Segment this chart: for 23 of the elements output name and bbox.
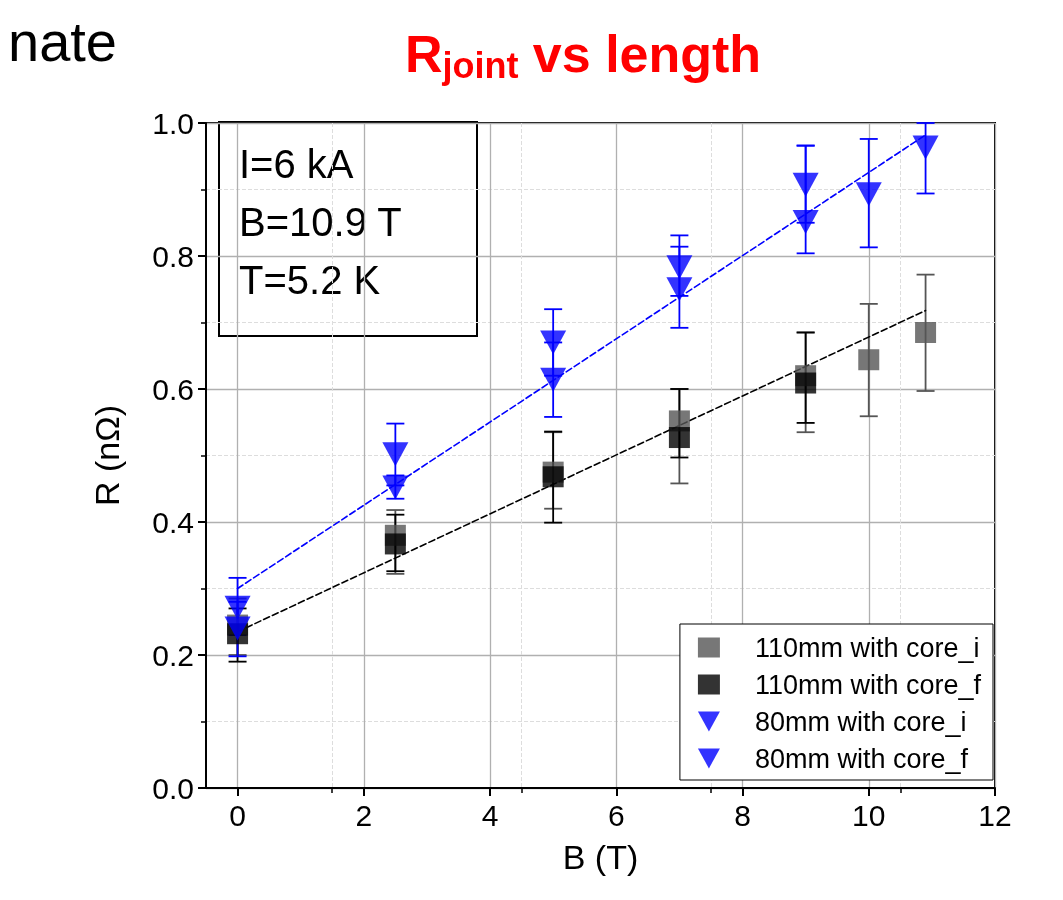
legend-label: 110mm with core_f [754,669,982,700]
x-axis-title: B (T) [562,838,639,876]
annotation: I=6 kA [239,142,354,186]
text: nate [8,9,117,73]
y-tick-label: 0.8 [152,239,194,273]
y-tick-label: 0.4 [152,505,194,539]
x-tick-label: 0 [229,798,246,832]
x-tick-label: 8 [734,798,751,832]
annotation: T=5.2 K [239,258,381,302]
legend-label: 80mm with core_i [754,706,967,737]
y-axis-title: R (nΩ) [88,405,126,506]
y-tick-label: 0.2 [152,638,194,672]
y-tick-label: 1.0 [152,106,194,140]
legend-label: 110mm with core_i [754,632,980,663]
x-tick-label: 10 [852,798,886,832]
x-tick-label: 4 [481,798,499,832]
y-tick-label: 0.0 [152,771,194,805]
legend-label: 80mm with core_f [754,743,969,774]
y-tick-label: 0.6 [152,372,194,406]
annotation: B=10.9 T [239,200,402,244]
x-tick-label: 12 [978,798,1012,832]
x-tick-label: 2 [355,798,373,832]
x-tick-label: 6 [607,798,625,832]
